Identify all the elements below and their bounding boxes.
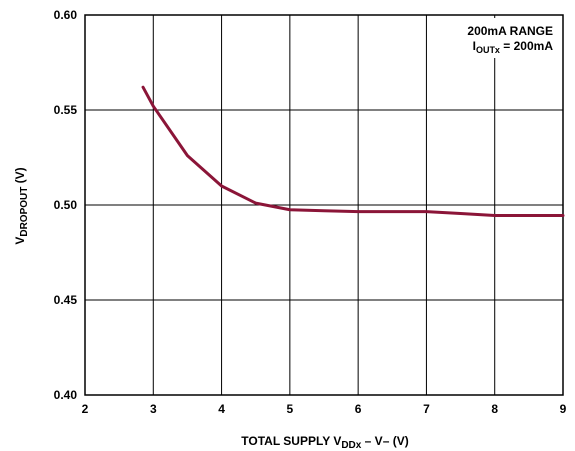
annotation-line-1: 200mA RANGE xyxy=(467,24,553,38)
x-axis-label-subscript: DDx xyxy=(341,440,361,451)
y-tick-label: 0.60 xyxy=(54,8,78,22)
y-tick-label: 0.50 xyxy=(54,198,78,212)
x-axis-label: TOTAL SUPPLY VDDx – V– (V) xyxy=(241,434,408,451)
x-tick-label: 5 xyxy=(287,402,294,416)
y-axis-label-subscript: DROPOUT xyxy=(19,187,30,237)
x-tick-label: 9 xyxy=(560,402,567,416)
y-tick-label: 0.40 xyxy=(54,388,78,402)
x-tick-labels: 2 3 4 5 6 7 8 9 xyxy=(82,402,567,416)
annotation-line-2-suffix: = 200mA xyxy=(500,39,553,53)
y-tick-label: 0.55 xyxy=(54,103,78,117)
grid xyxy=(84,14,564,396)
y-axis-label-prefix: V xyxy=(13,237,27,245)
x-tick-label: 4 xyxy=(218,402,225,416)
x-tick-label: 7 xyxy=(423,402,430,416)
x-axis-label-suffix: – V– (V) xyxy=(361,434,408,448)
annotation-line-2-prefix: I xyxy=(473,39,476,53)
annotation-line-2-subscript: OUTx xyxy=(476,45,500,55)
plot-frame xyxy=(84,14,564,396)
series-line xyxy=(141,85,565,217)
x-axis-label-prefix: TOTAL SUPPLY V xyxy=(241,434,341,448)
y-axis-label: VDROPOUT (V) xyxy=(13,167,30,244)
x-tick-label: 2 xyxy=(82,402,89,416)
x-tick-label: 8 xyxy=(491,402,498,416)
annotation-line-2: IOUTx = 200mA xyxy=(473,39,554,55)
x-tick-label: 6 xyxy=(355,402,362,416)
y-tick-label: 0.45 xyxy=(54,293,78,307)
y-tick-labels: 0.40 0.45 0.50 0.55 0.60 xyxy=(54,8,78,402)
annotation-box xyxy=(430,18,556,58)
y-axis-label-suffix: (V) xyxy=(13,167,27,186)
series-layer xyxy=(141,85,565,217)
x-tick-label: 3 xyxy=(150,402,157,416)
